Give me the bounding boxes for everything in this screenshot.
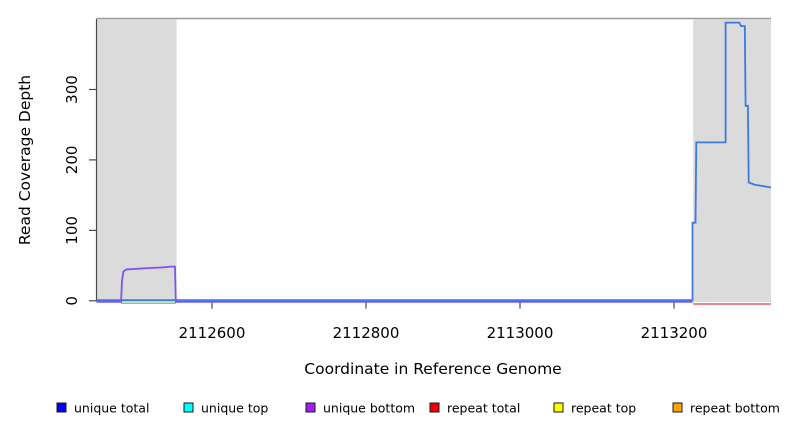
data-series-layer (96, 21, 772, 305)
legend-label-repeat-bottom: repeat bottom (690, 401, 780, 416)
legend-swatch-repeat-total (429, 402, 440, 413)
y-tick-label: 100 (63, 216, 81, 245)
legend-label-repeat-total: repeat total (447, 401, 520, 416)
legend-swatch-repeat-top (553, 402, 564, 413)
plot-frame-layer (95, 17, 771, 302)
legend-item-repeat-top: repeat top (553, 401, 636, 416)
series-unique-bottom (96, 265, 693, 303)
y-tick-label: 200 (63, 146, 81, 175)
x-tick-label: 2112600 (179, 324, 246, 342)
y-tick-label: 0 (63, 296, 81, 306)
legend: unique total unique top unique bottom repea… (56, 401, 780, 416)
y-axis-title: Read Coverage Depth (16, 75, 34, 245)
legend-item-unique-bottom: unique bottom (305, 401, 415, 416)
x-tick-label: 2113200 (641, 324, 708, 342)
legend-label-unique-total: unique total (74, 401, 149, 416)
legend-swatch-unique-total (56, 402, 67, 413)
legend-swatch-repeat-bottom (672, 402, 683, 413)
x-axis-title: Coordinate in Reference Genome (304, 360, 561, 378)
legend-item-unique-total: unique total (56, 401, 149, 416)
x-tick-label: 2112800 (333, 324, 400, 342)
legend-label-unique-bottom: unique bottom (323, 401, 415, 416)
legend-swatch-unique-bottom (305, 402, 316, 413)
repeat-region-layer (96, 19, 771, 303)
legend-item-repeat-bottom: repeat bottom (672, 401, 780, 416)
series-unique-total (96, 21, 772, 302)
legend-item-unique-top: unique top (183, 401, 268, 416)
repeat-region-2 (693, 19, 771, 303)
y-tick-label: 300 (63, 75, 81, 104)
x-tick-label: 2113000 (487, 324, 554, 342)
repeat-region-1 (96, 19, 177, 303)
legend-label-unique-top: unique top (201, 401, 268, 416)
legend-label-repeat-top: repeat top (571, 401, 636, 416)
legend-item-repeat-total: repeat total (429, 401, 520, 416)
legend-swatch-unique-top (183, 402, 194, 413)
axis-tick-layer: 2112600 2112800 2113000 2113200 0 100 200 300 (63, 75, 707, 342)
